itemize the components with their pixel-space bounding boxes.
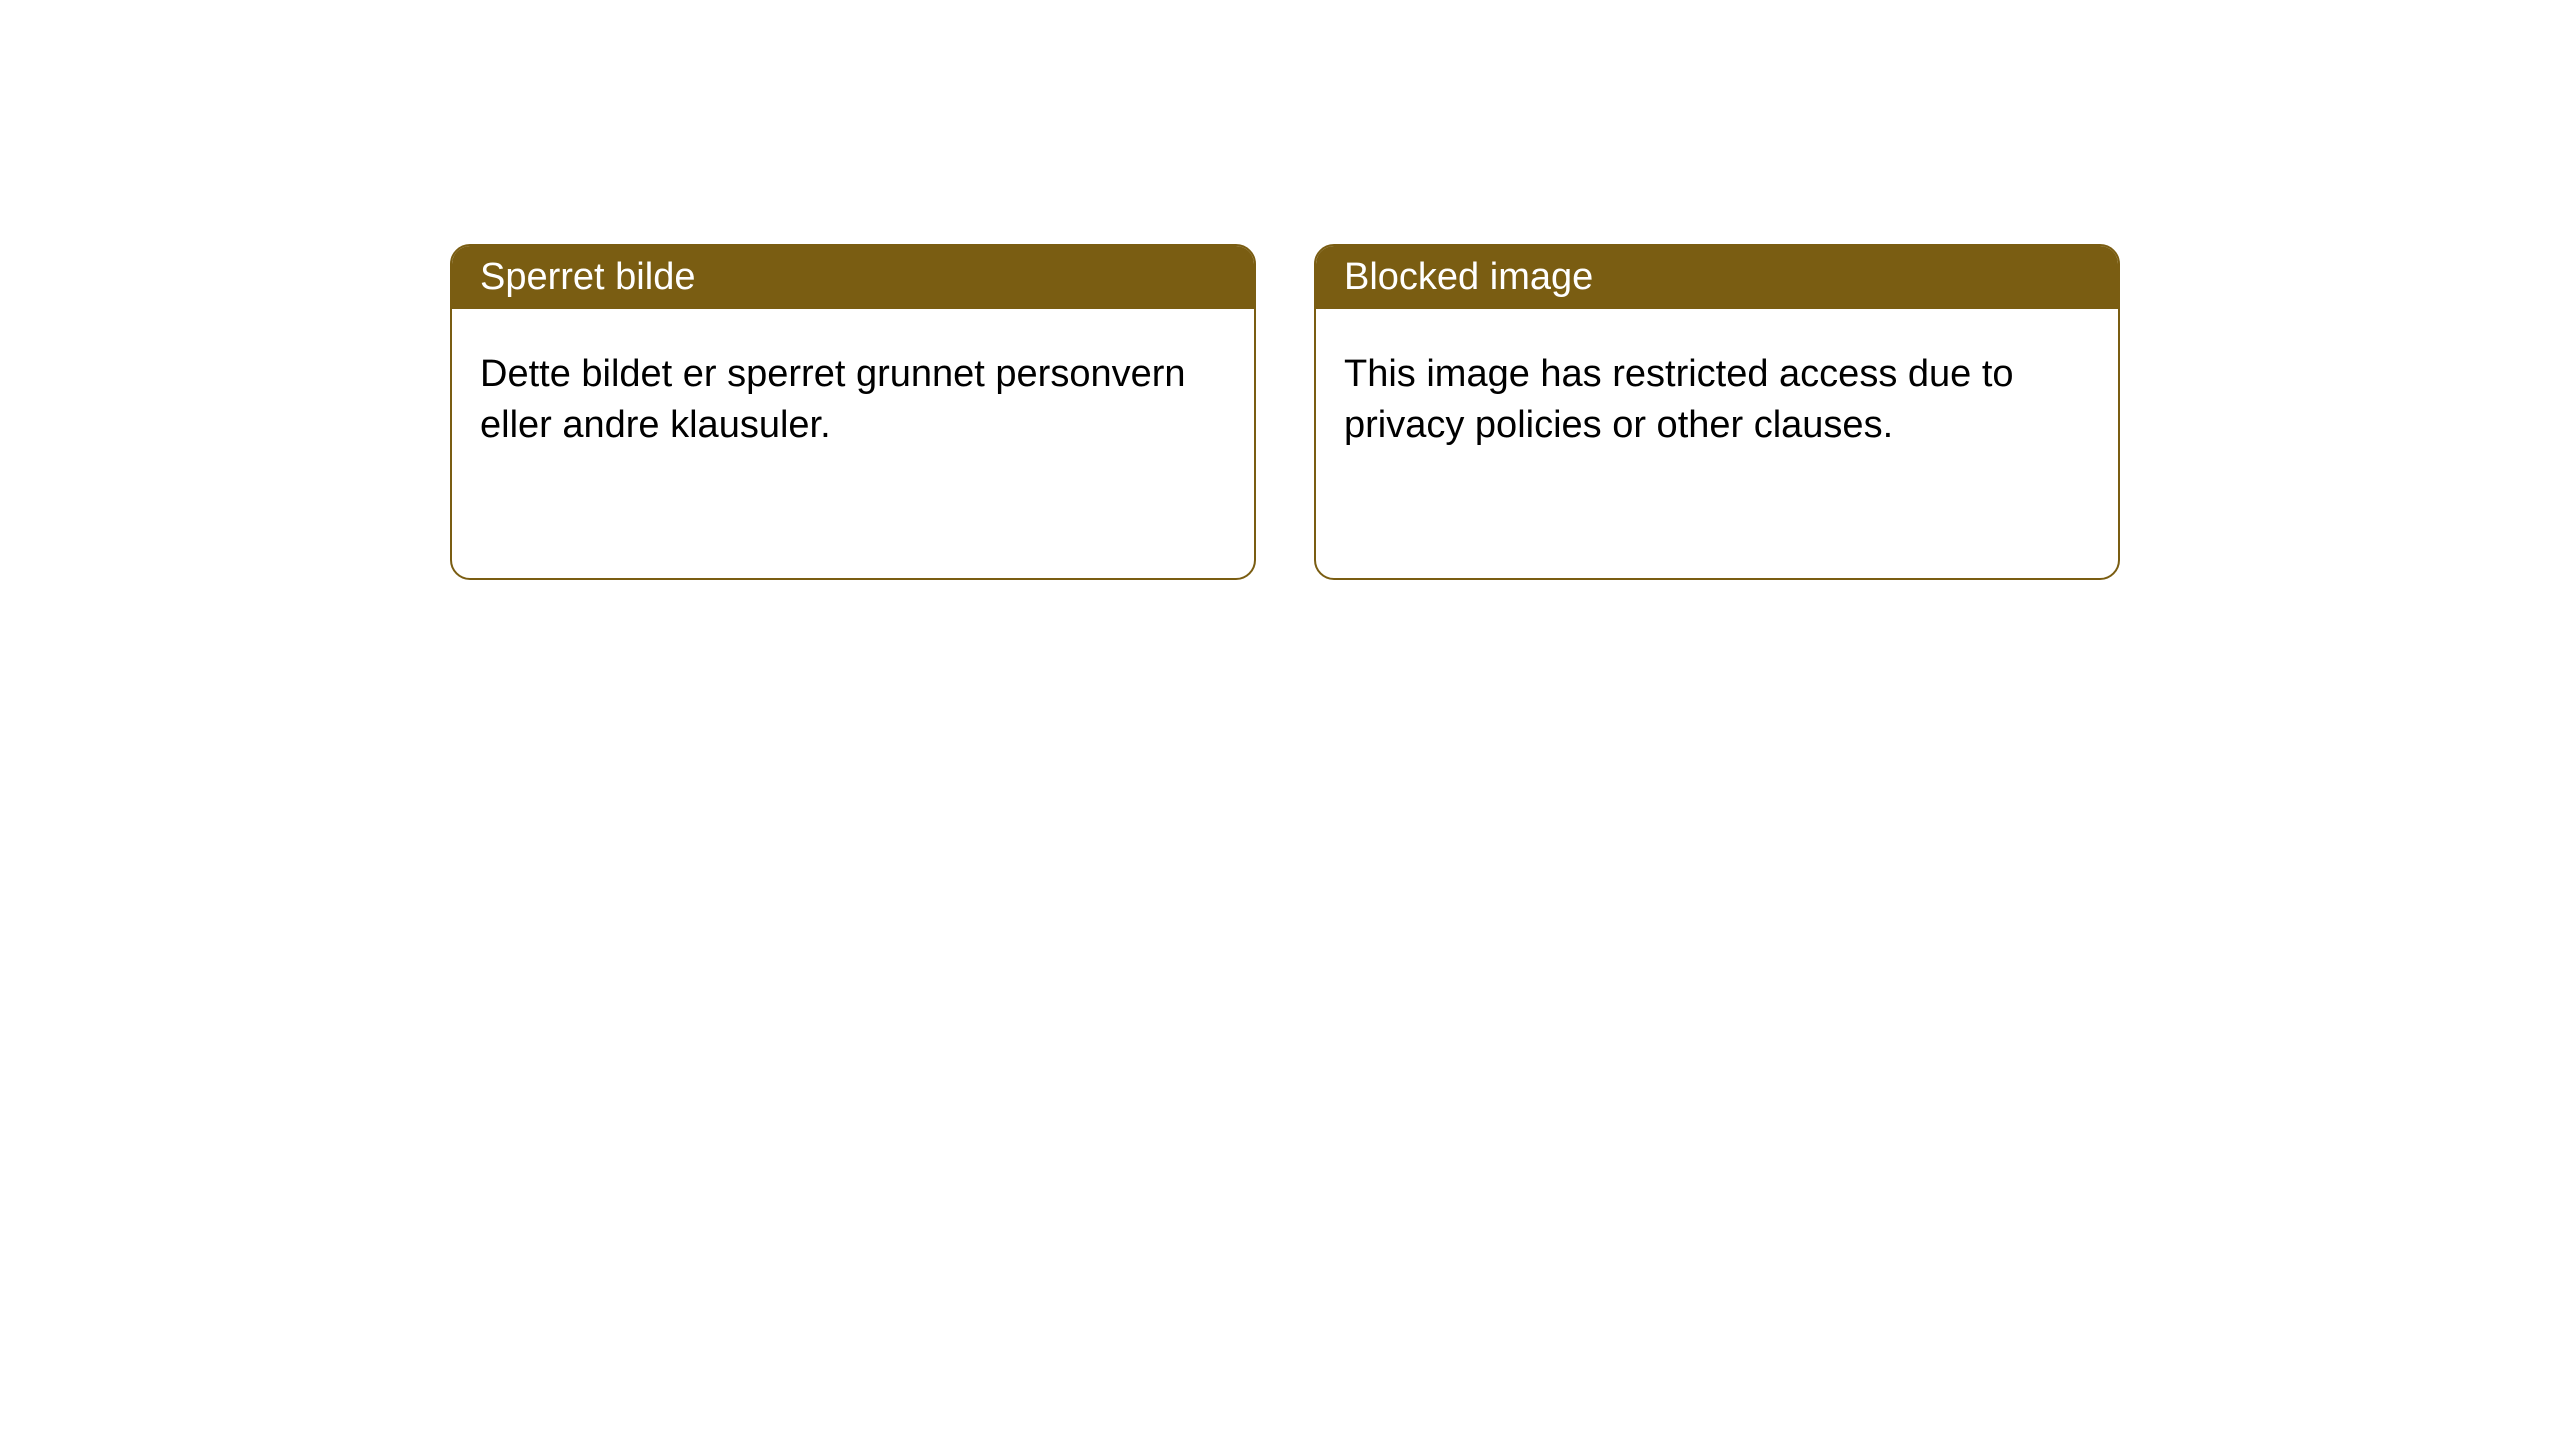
notice-card-norwegian: Sperret bilde Dette bildet er sperret gr… bbox=[450, 244, 1256, 580]
notice-card-english: Blocked image This image has restricted … bbox=[1314, 244, 2120, 580]
notice-body-english: This image has restricted access due to … bbox=[1316, 309, 2118, 492]
notice-title-english: Blocked image bbox=[1316, 246, 2118, 309]
notice-container: Sperret bilde Dette bildet er sperret gr… bbox=[0, 0, 2560, 580]
notice-title-norwegian: Sperret bilde bbox=[452, 246, 1254, 309]
notice-body-norwegian: Dette bildet er sperret grunnet personve… bbox=[452, 309, 1254, 492]
